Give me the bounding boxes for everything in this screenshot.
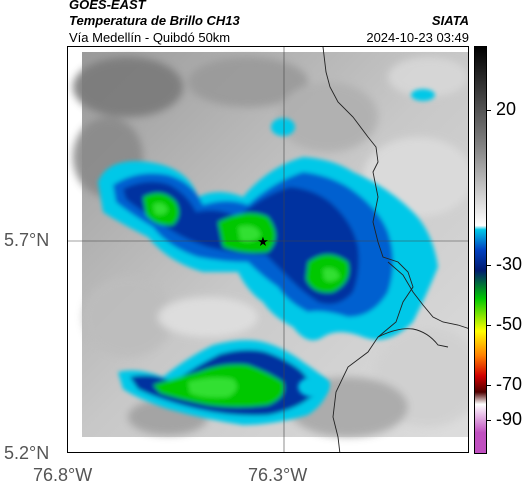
brightness-temperature-image: ★ [68, 47, 468, 452]
satellite-map: ★ [67, 46, 469, 453]
isolated-cells [271, 89, 435, 397]
colorbar-label: -50 [496, 314, 523, 334]
x-tick-label: 76.8°W [33, 465, 93, 485]
colorbar-tick [487, 420, 491, 421]
colorbar-tick [487, 110, 491, 111]
region-label: Vía Medellín - Quibdó 50km [69, 30, 231, 45]
colorbar-label: -70 [496, 374, 523, 394]
convective-cloud-south [118, 340, 330, 425]
x-tick-label: 76.3°W [248, 465, 308, 485]
convective-cloud-north [98, 157, 438, 341]
product-title: Temperatura de Brillo CH13 [69, 13, 240, 28]
colorbar-tick [487, 325, 491, 326]
colorbar-label: -30 [496, 254, 523, 274]
y-tick-label: 5.7°N [4, 230, 50, 250]
colorbar [474, 46, 487, 454]
colorbar-tick [487, 265, 491, 266]
colorbar-tick [487, 385, 491, 386]
y-tick-label: 5.2°N [4, 443, 50, 463]
boundary-line-east [387, 261, 468, 329]
station-marker-star-icon: ★ [257, 234, 269, 249]
boundary-line [322, 47, 414, 452]
agency-label: SIATA [431, 13, 469, 28]
boundary-line-southeast [377, 328, 449, 348]
satellite-name: GOES-EAST [69, 0, 146, 12]
timestamp-label: 2024-10-23 03:49 [366, 30, 469, 45]
colorbar-label: -90 [496, 409, 523, 429]
colorbar-label: 20 [496, 99, 517, 119]
